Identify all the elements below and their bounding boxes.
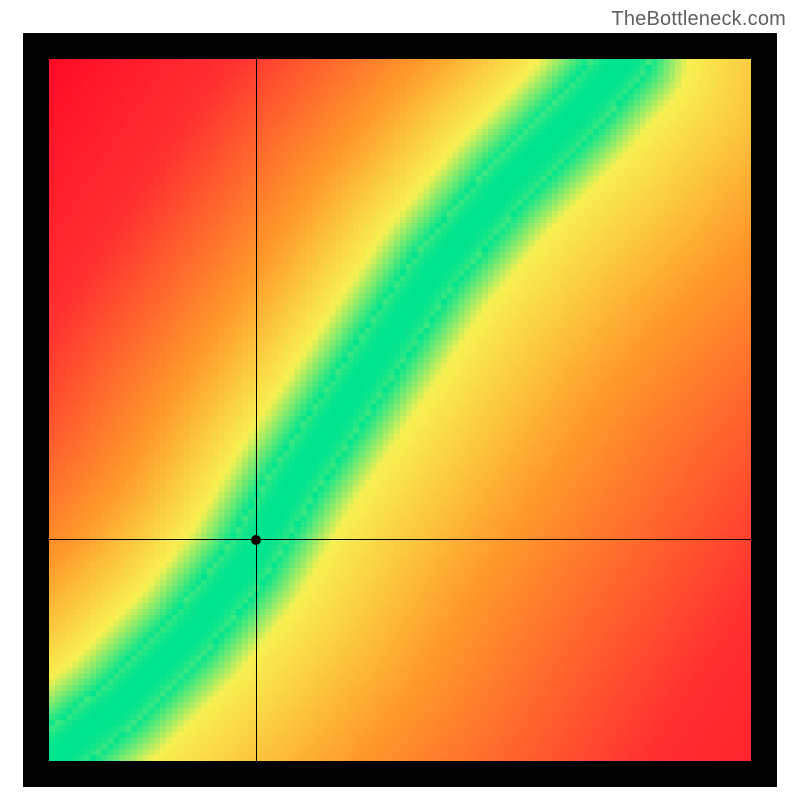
crosshair-horizontal: [49, 539, 751, 540]
chart-container: TheBottleneck.com: [0, 0, 800, 800]
crosshair-marker: [251, 535, 261, 545]
watermark-text: TheBottleneck.com: [611, 8, 786, 31]
bottleneck-heatmap: [49, 59, 751, 761]
crosshair-vertical: [256, 59, 257, 761]
